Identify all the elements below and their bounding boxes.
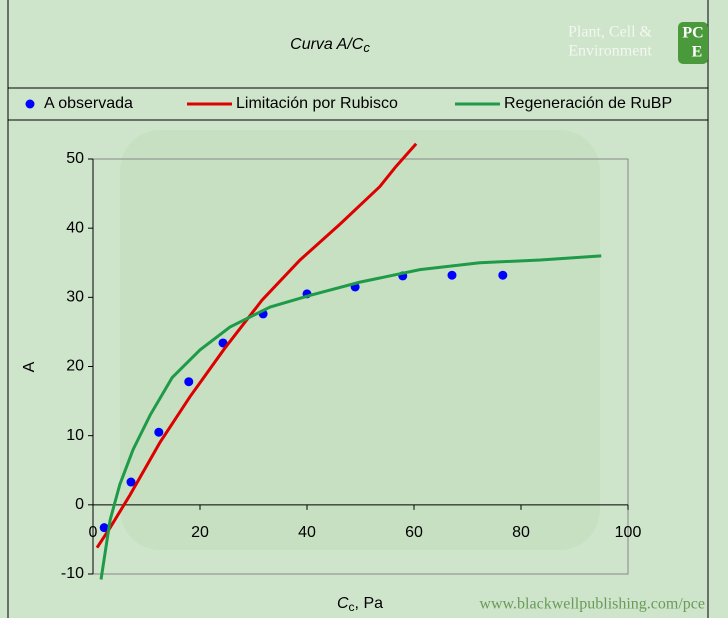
x-tick-label: 20 [191, 524, 209, 541]
x-tick-label: 100 [615, 524, 642, 541]
legend-label: Limitación por Rubisco [236, 95, 398, 112]
watermark-logo-bg [120, 130, 600, 550]
x-axis-label: Cc, Pa [337, 595, 383, 614]
logo-box [678, 22, 708, 64]
logo-text: E [692, 44, 703, 61]
legend-box [7, 87, 709, 121]
x-tick-label: 80 [512, 524, 530, 541]
point [154, 427, 164, 437]
legend-label: A observada [44, 95, 133, 112]
line [95, 142, 418, 549]
line [99, 254, 602, 580]
title-main: Curva A/C [290, 36, 364, 53]
xlabel-sub: c [349, 600, 355, 614]
point [99, 523, 109, 533]
legend-label: Regeneración de RuBP [504, 95, 672, 112]
journal-name: Environment [568, 43, 652, 60]
xlabel-rest: , Pa [355, 595, 384, 612]
y-tick-label: 20 [66, 358, 84, 375]
point [447, 270, 457, 280]
point [126, 477, 136, 487]
logo-text: PC [682, 25, 703, 42]
x-tick-label: 0 [89, 524, 98, 541]
y-tick-label: -10 [61, 565, 84, 582]
y-tick-label: 30 [66, 289, 84, 306]
point [184, 377, 194, 387]
chart-title: Curva A/Cc [290, 36, 370, 55]
title-sub: c [363, 40, 370, 55]
y-tick-label: 10 [66, 427, 84, 444]
x-tick-label: 60 [405, 524, 423, 541]
point [498, 270, 508, 280]
y-tick-label: 50 [66, 150, 84, 167]
url: www.blackwellpublishing.com/pce [479, 596, 705, 613]
y-axis-label: A [21, 361, 38, 372]
y-tick-label: 0 [75, 496, 84, 513]
x-tick-label: 40 [298, 524, 316, 541]
y-tick-label: 40 [66, 219, 84, 236]
journal-name: Plant, Cell & [568, 24, 653, 41]
xlabel-main: C [337, 595, 349, 612]
legend-symbol [25, 99, 35, 109]
